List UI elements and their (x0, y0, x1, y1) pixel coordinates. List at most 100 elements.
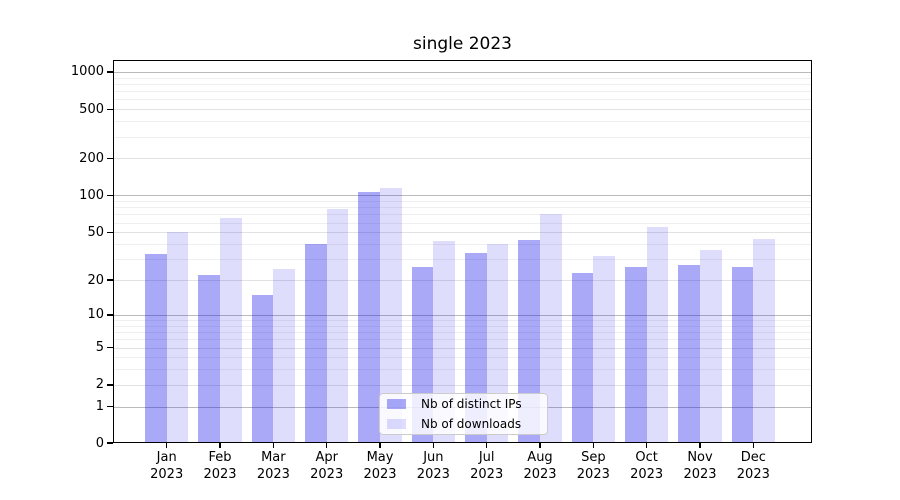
y-tick-1 (107, 405, 113, 408)
gridline-8 (114, 325, 811, 327)
gridline-800 (114, 83, 811, 85)
y-tick-label-5: 5 (95, 340, 104, 355)
y-tick-1000 (107, 71, 113, 73)
y-tick-label-500: 500 (79, 101, 104, 117)
x-tick-label-mar: Mar 2023 (256, 450, 290, 482)
gridline-30 (114, 259, 811, 261)
gridline-700 (114, 91, 811, 93)
bar-distinct-ips-dec (731, 266, 754, 443)
y-tick-label-20: 20 (87, 272, 104, 288)
x-tick-nov (699, 443, 701, 448)
gridline-2 (114, 384, 811, 386)
legend-item-distinct-ips: Nb of distinct IPs (387, 394, 547, 414)
x-tick-mar (272, 443, 275, 448)
gridline-300 (114, 136, 811, 138)
y-tick-label-1000: 1000 (70, 64, 104, 80)
gridline-600 (114, 99, 811, 101)
x-tick-apr (325, 443, 328, 448)
gridline-500 (114, 109, 811, 111)
x-tick-jan (166, 443, 168, 448)
legend-swatch-distinct-ips (387, 399, 406, 409)
x-tick-label-oct: Oct 2023 (630, 450, 664, 482)
bar-distinct-ips-nov (678, 264, 700, 443)
x-tick-label-nov: Nov 2023 (683, 450, 717, 482)
chart-title: single 2023 (413, 34, 512, 54)
legend-swatch-downloads (387, 419, 406, 429)
bar-downloads-feb (220, 218, 242, 443)
x-tick-sep (592, 443, 595, 448)
gridline-50 (114, 232, 811, 234)
bar-downloads-sep (593, 255, 616, 443)
y-tick-20 (107, 279, 113, 281)
bar-downloads-aug (540, 214, 562, 443)
x-tick-jun (432, 443, 435, 448)
gridline-80 (114, 207, 811, 209)
legend-item-downloads: Nb of downloads (387, 414, 547, 434)
bar-distinct-ips-aug (518, 240, 540, 443)
x-tick-label-may: May 2023 (363, 450, 397, 482)
gridline-200 (114, 158, 811, 160)
gridline-1000 (114, 71, 811, 73)
bar-distinct-ips-apr (304, 244, 327, 443)
legend-label-downloads: Nb of downloads (421, 417, 522, 431)
bar-distinct-ips-may (358, 192, 381, 443)
gridline-9 (114, 320, 811, 321)
y-tick-label-100: 100 (79, 187, 104, 203)
y-tick-50 (107, 231, 113, 233)
gridline-90 (114, 201, 811, 203)
y-tick-label-10: 10 (87, 307, 104, 323)
x-tick-label-jul: Jul 2023 (470, 450, 504, 482)
gridline-4 (114, 357, 811, 359)
x-tick-label-sep: Sep 2023 (576, 450, 610, 482)
x-tick-aug (539, 443, 541, 448)
gridline-3 (114, 369, 811, 371)
x-tick-label-aug: Aug 2023 (523, 450, 557, 482)
y-tick-label-50: 50 (87, 224, 104, 240)
gridline-70 (114, 214, 811, 216)
gridline-400 (114, 121, 811, 123)
x-tick-may (379, 443, 381, 448)
bar-distinct-ips-feb (198, 275, 221, 443)
y-tick-5 (107, 346, 113, 349)
y-tick-label-2: 2 (95, 377, 104, 393)
gridline-7 (114, 332, 811, 334)
gridline-100 (114, 195, 811, 197)
y-tick-200 (107, 157, 113, 160)
y-tick-100 (107, 194, 113, 197)
gridline-40 (114, 244, 811, 245)
gridline-900 (114, 77, 811, 79)
x-tick-label-jan: Jan 2023 (150, 450, 184, 482)
bar-downloads-apr (326, 208, 349, 443)
bar-downloads-jan (166, 232, 189, 443)
y-tick-10 (107, 314, 113, 316)
y-tick-label-200: 200 (79, 150, 104, 166)
x-tick-jul (485, 443, 488, 448)
y-tick-0 (107, 442, 113, 444)
x-tick-dec (752, 443, 755, 448)
bar-distinct-ips-mar (251, 294, 274, 443)
bar-downloads-may (380, 188, 402, 443)
bar-downloads-mar (273, 268, 296, 443)
bar-downloads-dec (753, 239, 776, 443)
bar-downloads-jun (433, 241, 456, 443)
legend: Nb of distinct IPs Nb of downloads (379, 393, 548, 435)
gridline-10 (114, 314, 811, 316)
x-tick-oct (645, 443, 648, 448)
y-tick-label-0: 0 (95, 435, 104, 451)
bar-downloads-oct (646, 227, 669, 443)
bar-distinct-ips-sep (571, 272, 594, 443)
x-tick-label-feb: Feb 2023 (203, 450, 237, 482)
gridline-60 (114, 222, 811, 224)
x-tick-label-apr: Apr 2023 (310, 450, 344, 482)
bar-distinct-ips-oct (624, 266, 647, 443)
bar-downloads-nov (700, 249, 722, 443)
gridline-6 (114, 339, 811, 341)
gridline-20 (114, 280, 811, 282)
legend-label-distinct-ips: Nb of distinct IPs (421, 397, 522, 411)
y-tick-2 (107, 384, 113, 386)
x-tick-label-jun: Jun 2023 (416, 450, 450, 482)
x-tick-feb (219, 443, 221, 448)
gridline-5 (114, 347, 811, 349)
bar-distinct-ips-jan (144, 254, 167, 443)
